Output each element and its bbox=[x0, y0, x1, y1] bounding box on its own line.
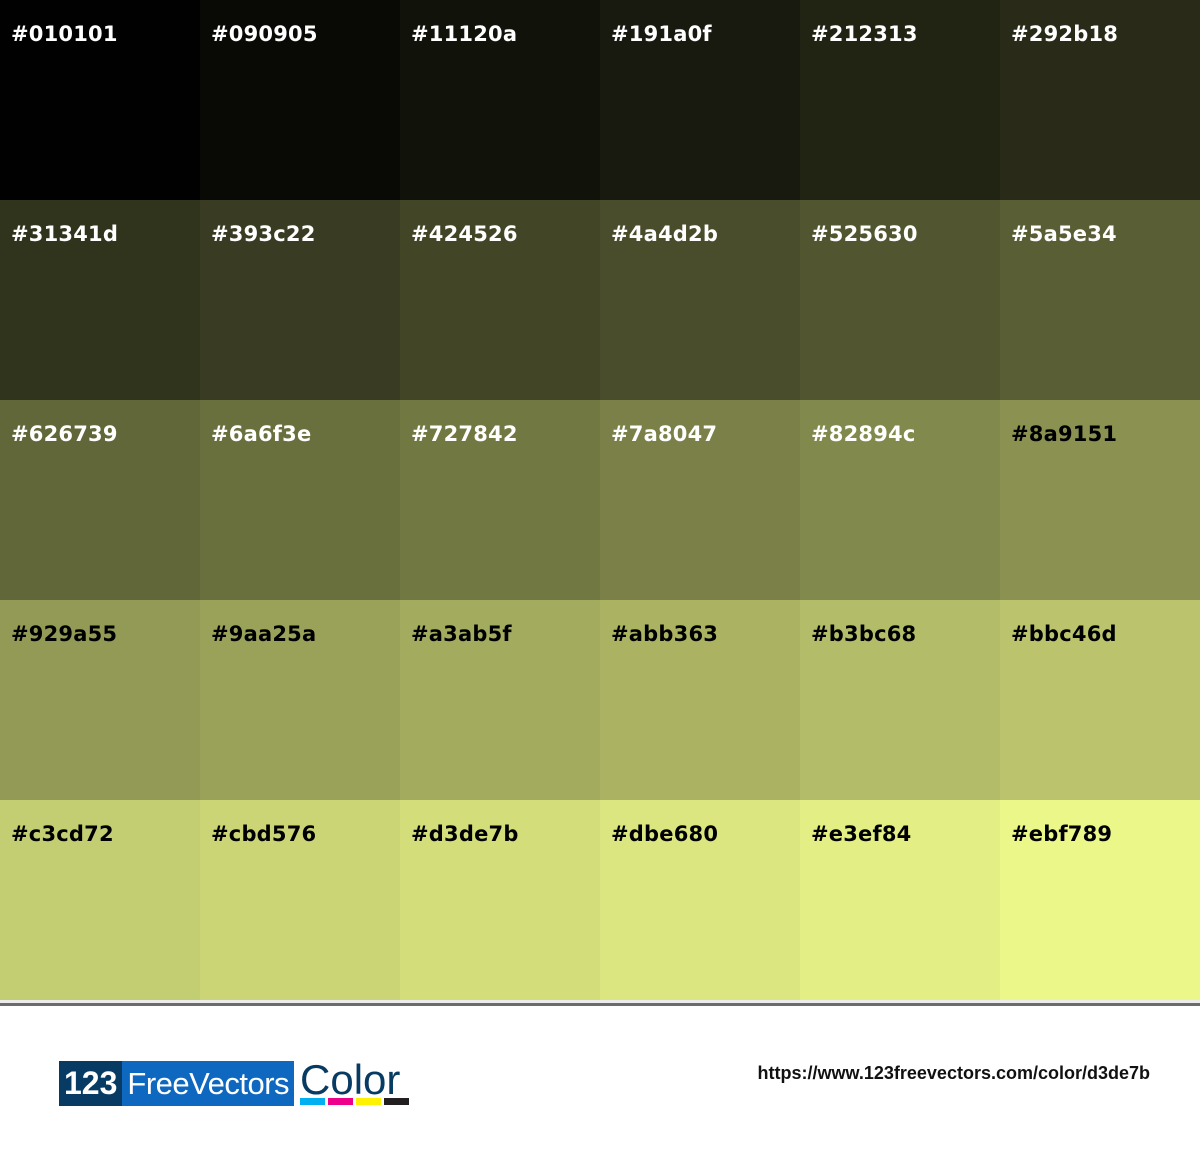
divider-light bbox=[0, 1000, 1200, 1003]
color-swatch[interactable]: #abb363 bbox=[600, 600, 800, 800]
color-swatch[interactable]: #393c22 bbox=[200, 200, 400, 400]
swatch-hex-label: #ebf789 bbox=[1011, 822, 1113, 846]
swatch-hex-label: #191a0f bbox=[611, 22, 712, 46]
swatch-hex-label: #82894c bbox=[811, 422, 916, 446]
swatch-hex-label: #31341d bbox=[11, 222, 119, 246]
swatch-hex-label: #cbd576 bbox=[211, 822, 317, 846]
swatch-hex-label: #212313 bbox=[811, 22, 918, 46]
color-swatch[interactable]: #82894c bbox=[800, 400, 1000, 600]
color-swatch[interactable]: #ebf789 bbox=[1000, 800, 1200, 1000]
swatch-hex-label: #8a9151 bbox=[1011, 422, 1118, 446]
color-swatch[interactable]: #292b18 bbox=[1000, 0, 1200, 200]
swatch-hex-label: #b3bc68 bbox=[811, 622, 917, 646]
color-swatch[interactable]: #727842 bbox=[400, 400, 600, 600]
color-swatch[interactable]: #b3bc68 bbox=[800, 600, 1000, 800]
swatch-hex-label: #4a4d2b bbox=[611, 222, 719, 246]
swatch-hex-label: #626739 bbox=[11, 422, 118, 446]
swatch-hex-label: #5a5e34 bbox=[1011, 222, 1117, 246]
swatch-hex-label: #dbe680 bbox=[611, 822, 719, 846]
color-swatch[interactable]: #dbe680 bbox=[600, 800, 800, 1000]
swatch-hex-label: #292b18 bbox=[1011, 22, 1119, 46]
logo-color-bar bbox=[328, 1098, 354, 1105]
color-swatch[interactable]: #31341d bbox=[0, 200, 200, 400]
color-swatch[interactable]: #11120a bbox=[400, 0, 600, 200]
site-logo[interactable]: 123 FreeVectors Color bbox=[59, 1056, 410, 1106]
swatch-hex-label: #11120a bbox=[411, 22, 518, 46]
color-swatch[interactable]: #e3ef84 bbox=[800, 800, 1000, 1000]
logo-color-text: Color bbox=[300, 1056, 401, 1103]
color-swatch[interactable]: #8a9151 bbox=[1000, 400, 1200, 600]
swatch-hex-label: #bbc46d bbox=[1011, 622, 1117, 646]
swatch-hex-label: #010101 bbox=[11, 22, 118, 46]
swatch-hex-label: #090905 bbox=[211, 22, 318, 46]
swatch-hex-label: #727842 bbox=[411, 422, 518, 446]
color-swatch[interactable]: #626739 bbox=[0, 400, 200, 600]
logo-color: Color bbox=[300, 1056, 410, 1106]
color-swatch[interactable]: #090905 bbox=[200, 0, 400, 200]
color-swatch[interactable]: #a3ab5f bbox=[400, 600, 600, 800]
swatch-hex-label: #525630 bbox=[811, 222, 918, 246]
swatch-hex-label: #abb363 bbox=[611, 622, 719, 646]
color-swatch[interactable]: #929a55 bbox=[0, 600, 200, 800]
color-swatch[interactable]: #5a5e34 bbox=[1000, 200, 1200, 400]
logo-number: 123 bbox=[59, 1061, 123, 1106]
swatch-hex-label: #7a8047 bbox=[611, 422, 718, 446]
logo-color-bar bbox=[384, 1098, 410, 1105]
swatch-hex-label: #9aa25a bbox=[211, 622, 317, 646]
swatch-hex-label: #a3ab5f bbox=[411, 622, 512, 646]
color-swatch[interactable]: #191a0f bbox=[600, 0, 800, 200]
swatch-hex-label: #393c22 bbox=[211, 222, 316, 246]
color-swatch[interactable]: #c3cd72 bbox=[0, 800, 200, 1000]
swatch-hex-label: #c3cd72 bbox=[11, 822, 114, 846]
color-swatch[interactable]: #cbd576 bbox=[200, 800, 400, 1000]
divider-dark bbox=[0, 1003, 1200, 1006]
color-swatch[interactable]: #9aa25a bbox=[200, 600, 400, 800]
logo-cmyk-bars bbox=[300, 1098, 410, 1105]
swatch-hex-label: #424526 bbox=[411, 222, 518, 246]
color-palette-grid: #010101 #090905 #11120a #191a0f #212313 #292b… bbox=[0, 0, 1200, 1000]
logo-color-bar bbox=[300, 1098, 326, 1105]
color-swatch[interactable]: #7a8047 bbox=[600, 400, 800, 600]
swatch-hex-label: #929a55 bbox=[11, 622, 118, 646]
logo-color-bar bbox=[356, 1098, 382, 1105]
color-swatch[interactable]: #424526 bbox=[400, 200, 600, 400]
color-swatch[interactable]: #010101 bbox=[0, 0, 200, 200]
logo-name: FreeVectors bbox=[122, 1061, 295, 1106]
color-swatch[interactable]: #d3de7b bbox=[400, 800, 600, 1000]
color-swatch[interactable]: #bbc46d bbox=[1000, 600, 1200, 800]
color-swatch[interactable]: #4a4d2b bbox=[600, 200, 800, 400]
footer: 123 FreeVectors Color https://www.123fre… bbox=[0, 1006, 1200, 1150]
page-url-link[interactable]: https://www.123freevectors.com/color/d3d… bbox=[757, 1063, 1150, 1083]
color-swatch[interactable]: #212313 bbox=[800, 0, 1000, 200]
swatch-hex-label: #d3de7b bbox=[411, 822, 519, 846]
color-swatch[interactable]: #525630 bbox=[800, 200, 1000, 400]
swatch-hex-label: #e3ef84 bbox=[811, 822, 912, 846]
color-swatch[interactable]: #6a6f3e bbox=[200, 400, 400, 600]
swatch-hex-label: #6a6f3e bbox=[211, 422, 312, 446]
